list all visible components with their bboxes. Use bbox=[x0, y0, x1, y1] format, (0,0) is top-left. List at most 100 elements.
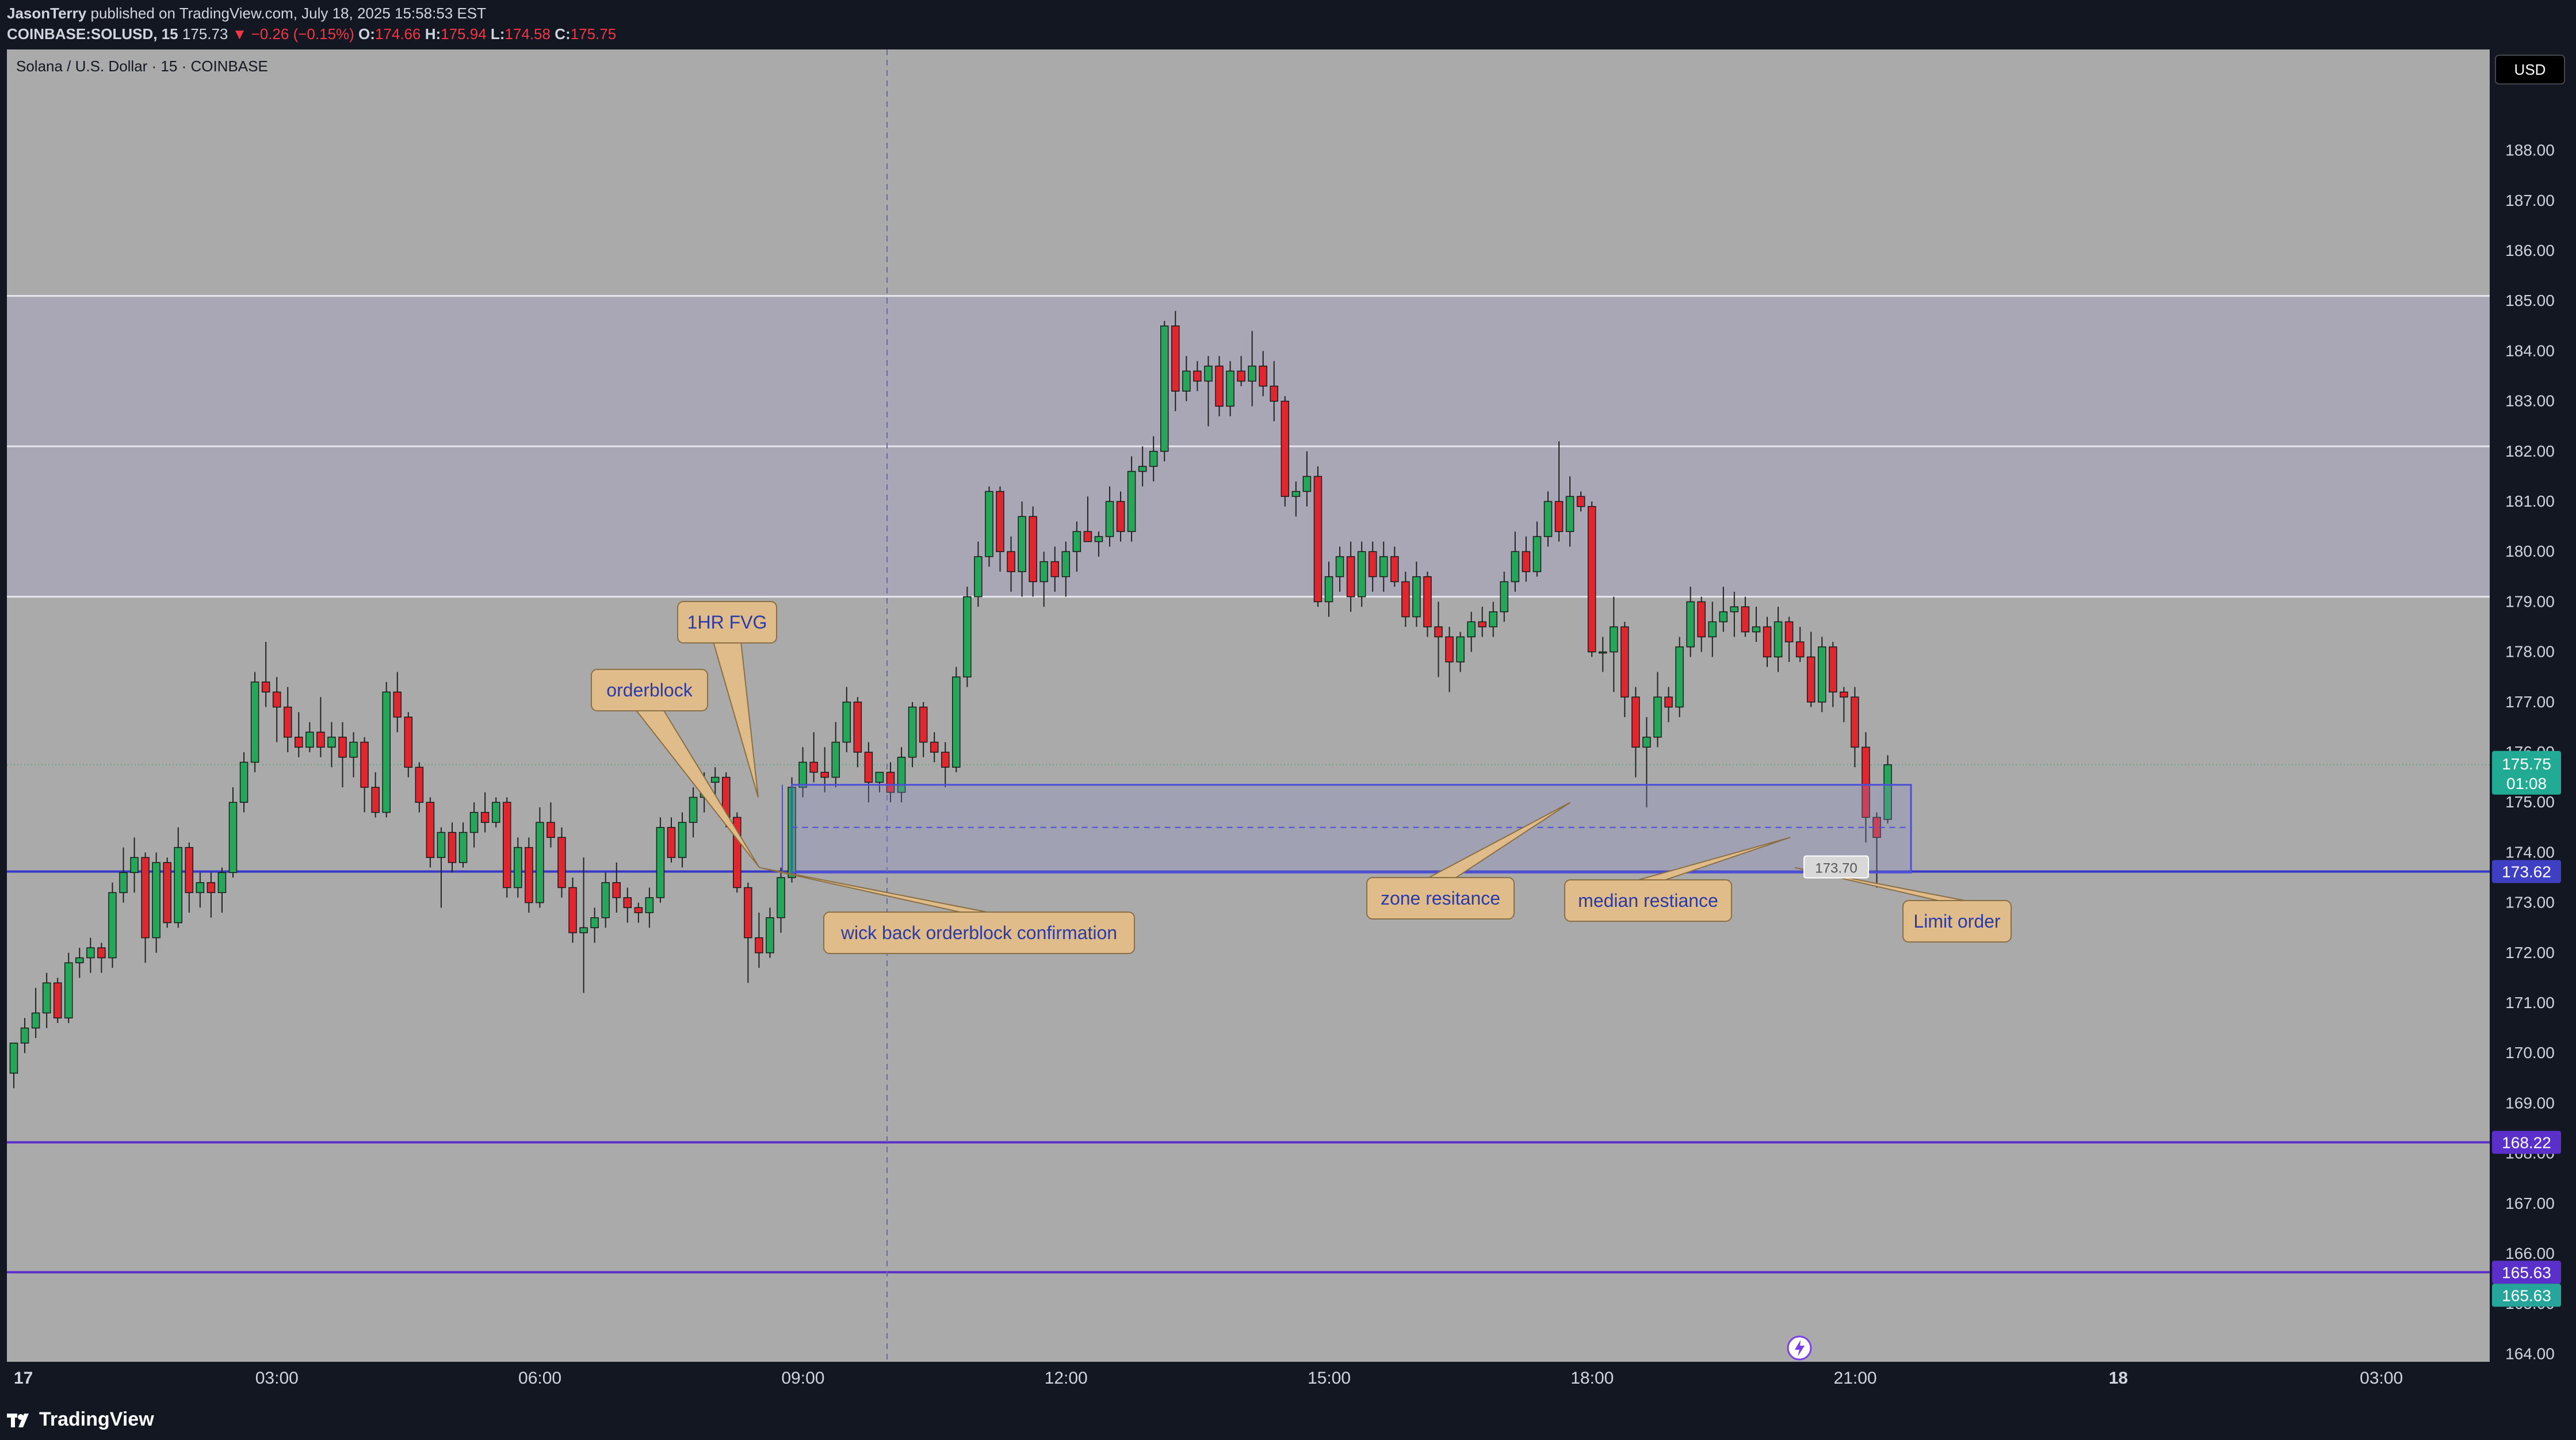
orderblock-label-callout[interactable]: orderblock bbox=[591, 669, 760, 868]
support-badge-173-bg bbox=[2492, 860, 2561, 883]
candle-body bbox=[941, 752, 950, 768]
candle-body bbox=[1072, 531, 1081, 552]
candle-body bbox=[710, 776, 720, 783]
candlestick-series bbox=[9, 311, 1892, 1089]
candle-body bbox=[1248, 365, 1256, 382]
candle-body bbox=[623, 897, 632, 909]
candle-body bbox=[645, 897, 654, 913]
time-tick-label: 03:00 bbox=[2360, 1369, 2403, 1388]
candle-body bbox=[360, 741, 369, 788]
candle-body bbox=[480, 811, 490, 823]
candle-body bbox=[207, 882, 216, 893]
limit-order-tag[interactable]: 173.70 bbox=[1803, 855, 1869, 879]
candle-body bbox=[1631, 696, 1640, 748]
candle-body bbox=[261, 681, 270, 693]
candle-body bbox=[1149, 451, 1158, 467]
candle-body bbox=[174, 847, 182, 924]
candle-body bbox=[1543, 501, 1553, 537]
median-resistance-label-callout[interactable]: median restiance bbox=[1564, 837, 1791, 922]
price-tick-label: 184.00 bbox=[2505, 342, 2555, 359]
wick-back-label-text: wick back orderblock confirmation bbox=[840, 922, 1117, 943]
last-price-badge: 175.75 01:08 bbox=[2492, 750, 2561, 795]
candle-body bbox=[667, 827, 676, 858]
support-badge-165-line: 165.63 bbox=[2492, 1261, 2561, 1284]
candle-body bbox=[53, 982, 62, 1018]
time-axis[interactable] bbox=[0, 1362, 2490, 1399]
candle-body bbox=[1686, 601, 1695, 648]
price-tick-label: 188.00 bbox=[2505, 141, 2555, 159]
candle-body bbox=[1840, 691, 1848, 698]
ohlc-legend: COINBASE:SOLUSD, 15 175.73 ▼ −0.26 (−0.1… bbox=[7, 24, 616, 44]
price-tick-label: 181.00 bbox=[2505, 492, 2555, 510]
candle-body bbox=[1752, 626, 1761, 633]
candle-body bbox=[1061, 551, 1071, 577]
candle-body bbox=[853, 702, 862, 753]
candle-body bbox=[1105, 501, 1114, 537]
tradingview-logo[interactable]: TradingView bbox=[7, 1407, 154, 1432]
candle-body bbox=[1007, 551, 1015, 572]
candle-body bbox=[1763, 626, 1772, 658]
candle-body bbox=[1324, 576, 1333, 603]
candle-body bbox=[228, 802, 238, 874]
time-tick-label: 15:00 bbox=[1308, 1369, 1351, 1388]
candle-body bbox=[1664, 696, 1673, 708]
median-resistance-label-text: median restiance bbox=[1578, 890, 1718, 911]
zone-resistance-label-callout[interactable]: zone resitance bbox=[1366, 802, 1571, 920]
fvg-label-callout[interactable]: 1HR FVG bbox=[677, 601, 777, 798]
candle-body bbox=[886, 772, 895, 793]
candle-body bbox=[1291, 491, 1301, 497]
price-tick-label: 177.00 bbox=[2505, 693, 2555, 711]
publication-header: JasonTerry published on TradingView.com,… bbox=[0, 0, 2576, 49]
chart-canvas[interactable]: 1HR FVG orderblock wick back orderblock co… bbox=[0, 49, 2576, 1399]
candle-body bbox=[1642, 737, 1651, 748]
price-axis[interactable] bbox=[2490, 49, 2576, 1399]
support-badge-173: 173.62 bbox=[2492, 860, 2561, 883]
price-tick-label: 187.00 bbox=[2505, 192, 2555, 209]
candle-body bbox=[42, 982, 51, 1014]
fvg-box[interactable] bbox=[791, 784, 1912, 874]
candle-body bbox=[1237, 370, 1245, 382]
alert-lightning-icon[interactable] bbox=[1787, 1335, 1812, 1361]
candle-body bbox=[1401, 581, 1410, 618]
candle-body bbox=[1050, 561, 1059, 577]
candle-body bbox=[1620, 626, 1629, 698]
fvg-label-bubble bbox=[677, 601, 777, 644]
high-label: H: bbox=[425, 25, 441, 43]
candle-body bbox=[491, 802, 500, 823]
annotations-layer[interactable]: 1HR FVG orderblock wick back orderblock co… bbox=[591, 601, 2012, 954]
support-badge-168: 168.22 bbox=[2492, 1131, 2561, 1154]
candle-body bbox=[1127, 470, 1136, 533]
candle-body bbox=[766, 917, 774, 953]
price-tick-label: 174.00 bbox=[2505, 843, 2555, 861]
candle-body bbox=[1576, 496, 1585, 507]
candle-body bbox=[1774, 621, 1783, 658]
candle-body bbox=[284, 706, 292, 738]
candle-body bbox=[1511, 551, 1520, 583]
price-tick-label: 180.00 bbox=[2505, 542, 2555, 560]
publisher-name[interactable]: JasonTerry bbox=[7, 5, 87, 22]
candle-body bbox=[1138, 466, 1147, 472]
candle-body bbox=[897, 756, 906, 793]
candle-body bbox=[1160, 325, 1169, 452]
candle-body bbox=[415, 767, 424, 803]
candle-body bbox=[590, 917, 599, 928]
price-tick-label: 167.00 bbox=[2505, 1194, 2555, 1212]
candle-body bbox=[119, 872, 128, 893]
candle-body bbox=[1029, 516, 1037, 583]
candle-body bbox=[503, 802, 511, 888]
candle-body bbox=[1587, 505, 1596, 653]
fvg-box-layer[interactable] bbox=[782, 784, 1912, 874]
candle-body bbox=[798, 761, 807, 788]
candle-body bbox=[809, 761, 818, 773]
wick-back-label-callout[interactable]: wick back orderblock confirmation bbox=[759, 867, 1135, 954]
price-axis-labels: 175.75 01:08 173.62 168.22 165.63 165.63 bbox=[2492, 750, 2561, 1307]
candle-body bbox=[272, 691, 281, 708]
price-tick-label: 185.00 bbox=[2505, 292, 2555, 309]
symbol-label: COINBASE:SOLUSD, 15 bbox=[7, 25, 178, 43]
time-axis-ticks: 17 03:00 06:00 09:00 12:00 15:00 18:00 21:00 18 0… bbox=[14, 1369, 2403, 1388]
currency-button[interactable]: USD bbox=[2495, 55, 2565, 85]
support-badge-168-value: 168.22 bbox=[2502, 1133, 2551, 1151]
candle-body bbox=[338, 737, 347, 758]
last-price-badge-countdown: 01:08 bbox=[2506, 775, 2547, 792]
support-badge-168-bg bbox=[2492, 1131, 2561, 1154]
